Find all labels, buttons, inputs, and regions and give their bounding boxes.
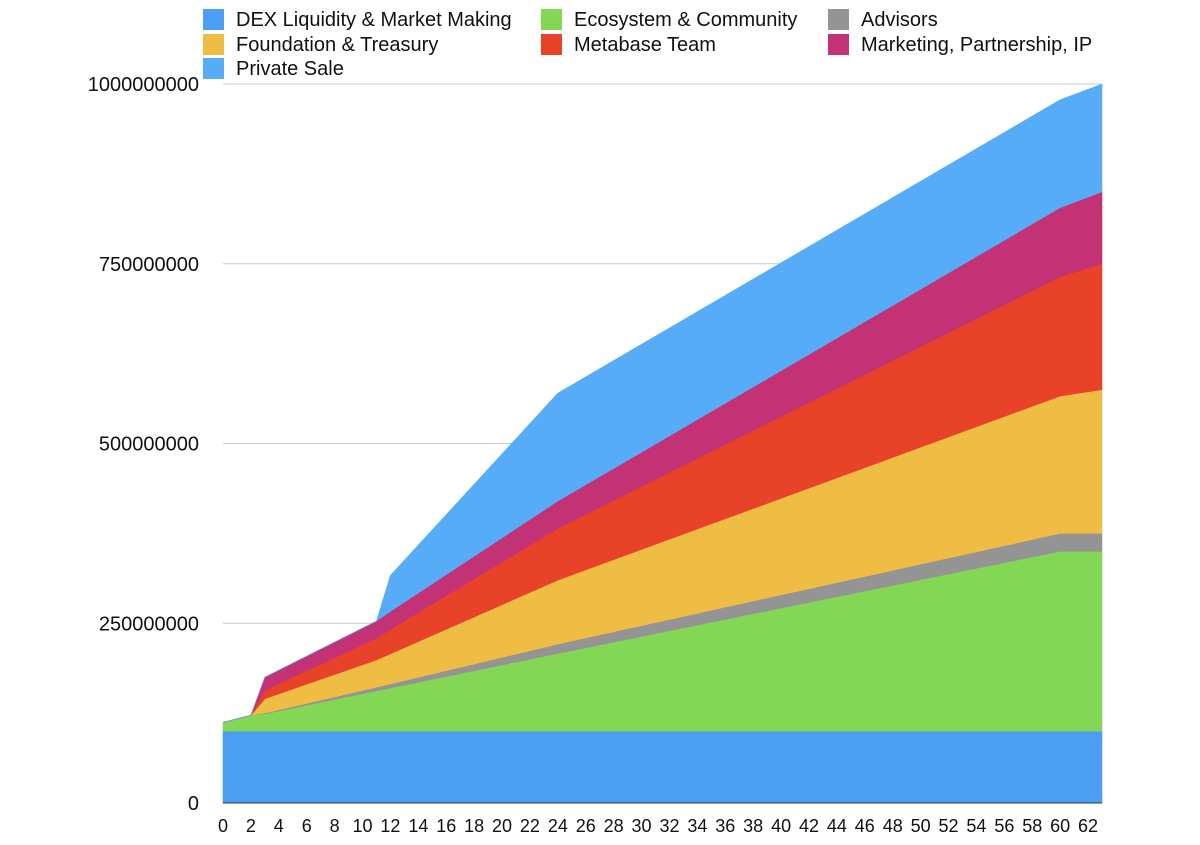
legend-label: Advisors: [861, 9, 938, 31]
x-tick-label: 32: [659, 816, 679, 836]
x-tick-label: 14: [408, 816, 428, 836]
x-tick-label: 40: [771, 816, 791, 836]
legend-entry: DEX Liquidity & Market Making: [203, 9, 512, 31]
legend-label: Ecosystem & Community: [574, 9, 797, 31]
x-tick-label: 38: [743, 816, 763, 836]
legend-entry: Ecosystem & Community: [541, 9, 797, 31]
legend: DEX Liquidity & Market Making Ecosystem &…: [203, 9, 1092, 80]
legend-label: Foundation & Treasury: [236, 34, 438, 56]
area-dex-liquidity-market-making: [222, 730, 1103, 804]
legend-swatch: [541, 9, 562, 30]
x-tick-label: 56: [994, 816, 1014, 836]
y-tick-label: 500000000: [99, 434, 199, 456]
x-tick-label: 10: [353, 816, 373, 836]
x-tick-label: 20: [492, 816, 512, 836]
x-tick-label: 24: [548, 816, 568, 836]
legend-entry: Foundation & Treasury: [203, 34, 438, 56]
x-tick-label: 36: [715, 816, 735, 836]
x-tick-label: 58: [1022, 816, 1042, 836]
legend-swatch: [203, 58, 224, 79]
x-tick-label: 6: [302, 816, 312, 836]
legend-swatch: [541, 34, 562, 55]
x-tick-label: 44: [827, 816, 847, 836]
x-tick-label: 26: [576, 816, 596, 836]
legend-entry: Private Sale: [203, 58, 344, 80]
x-tick-label: 50: [911, 816, 931, 836]
x-tick-label: 28: [604, 816, 624, 836]
y-tick-label: 0: [188, 793, 199, 815]
x-tick-label: 48: [883, 816, 903, 836]
legend-label: Marketing, Partnership, IP: [861, 34, 1092, 56]
legend-swatch: [828, 9, 849, 30]
x-tick-label: 54: [966, 816, 986, 836]
x-tick-label: 62: [1078, 816, 1098, 836]
x-tick-label: 2: [246, 816, 256, 836]
y-tick-label: 250000000: [99, 613, 199, 635]
x-tick-label: 0: [218, 816, 228, 836]
legend-entry: Marketing, Partnership, IP: [828, 34, 1092, 56]
x-tick-label: 18: [464, 816, 484, 836]
series-areas: [222, 83, 1103, 804]
x-tick-label: 4: [274, 816, 284, 836]
y-tick-label: 750000000: [99, 254, 199, 276]
y-tick-label: 1000000000: [88, 74, 199, 96]
legend-swatch: [203, 9, 224, 30]
legend-swatch: [828, 34, 849, 55]
x-tick-label: 22: [520, 816, 540, 836]
legend-label: DEX Liquidity & Market Making: [236, 9, 512, 31]
x-tick-label: 60: [1050, 816, 1070, 836]
x-tick-label: 34: [687, 816, 707, 836]
x-tick-label: 16: [436, 816, 456, 836]
legend-entry: Metabase Team: [541, 34, 716, 56]
x-tick-label: 46: [855, 816, 875, 836]
legend-swatch: [203, 34, 224, 55]
x-tick-label: 52: [939, 816, 959, 836]
legend-entry: Advisors: [828, 9, 938, 31]
area-private-sale: [222, 83, 1103, 723]
x-tick-label: 42: [799, 816, 819, 836]
legend-label: Metabase Team: [574, 34, 716, 56]
x-tick-label: 30: [632, 816, 652, 836]
x-tick-label: 8: [330, 816, 340, 836]
legend-label: Private Sale: [236, 58, 344, 80]
x-tick-label: 12: [380, 816, 400, 836]
